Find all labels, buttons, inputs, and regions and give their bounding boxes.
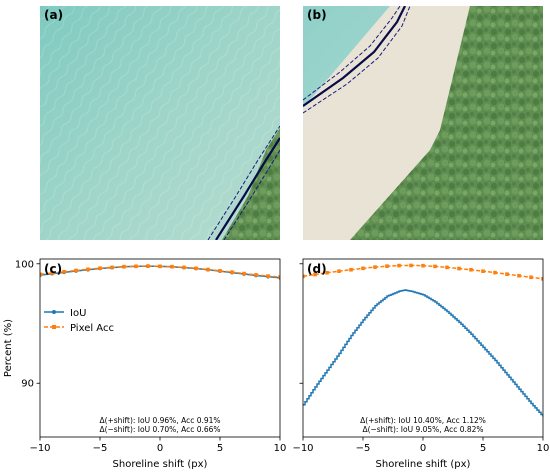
data-point-c-acc-11 [170,264,174,269]
shoreline-line [303,6,406,107]
panel-label-d: (d) [307,262,327,276]
data-point-d-acc-6 [373,265,377,269]
data-point-d-acc-0 [303,274,305,279]
x-tick-label-d-3: 5 [480,443,486,454]
data-point-d-acc-3 [337,269,341,273]
shoreline-buffer-inner [223,149,280,240]
data-point-c-acc-1 [50,271,54,275]
data-point-c-acc-16 [230,270,234,274]
data-point-c-acc-5 [98,266,102,270]
data-point-c-acc-0 [40,272,42,277]
data-point-c-acc-8 [134,264,138,269]
data-point-d-acc-13 [457,266,461,271]
x-tick-label-c-1: −5 [93,443,108,454]
data-point-d-acc-2 [325,270,329,275]
data-point-c-acc-4 [86,267,90,272]
series-line-d-iou [303,289,543,417]
data-point-d-acc-11 [433,264,437,269]
x-tick-label-c-4: 10 [274,443,287,454]
data-point-c-acc-6 [110,265,114,270]
x-axis-label-d: Shoreline shift (px) [376,459,471,470]
data-point-c-acc-10 [158,264,162,269]
panel-label-a: (a) [44,8,63,22]
data-point-c-acc-13 [194,266,198,271]
data-point-d-acc-19 [529,275,533,280]
y-tick-label-1: 100 [15,259,34,270]
x-tick-label-d-4: 10 [537,443,550,454]
data-point-d-acc-15 [481,269,485,273]
image-panel-b [303,6,543,240]
panel-label-b: (b) [307,8,327,22]
axes-frame-c [39,258,281,438]
data-point-d-acc-12 [445,265,449,270]
data-point-c-acc-17 [242,271,246,276]
data-point-d-acc-9 [409,263,413,268]
shoreline-buffer-inner [303,6,411,114]
data-point-d-acc-20 [541,277,543,281]
x-tick-label-d-1: −5 [356,443,371,454]
data-point-d-acc-14 [469,267,473,272]
data-point-d-acc-16 [493,270,497,275]
data-point-d-acc-1 [313,272,317,277]
legend-label-iou: IoU [70,308,86,319]
data-point-d-acc-18 [517,273,521,278]
x-tick-label-c-2: 0 [157,443,163,454]
legend-label-pixel-acc: Pixel Acc [70,323,114,334]
x-tick-label-d-0: −10 [292,443,313,454]
x-axis-label-c: Shoreline shift (px) [113,459,208,470]
data-point-d-acc-7 [385,264,389,268]
annotation-line-1-c: Δ(+shift): IoU 0.96%, Acc 0.91% [99,416,220,425]
x-tick-label-c-3: 5 [217,443,223,454]
shoreline-buffer-outer [303,6,401,101]
x-tick-label-d-2: 0 [420,443,426,454]
data-point-c-acc-15 [218,269,222,273]
data-point-c-acc-9 [146,264,150,268]
x-tick-label-c-0: −10 [29,443,50,454]
annotation-line-2-d: Δ(−shift): IoU 9.05%, Acc 0.82% [362,425,483,434]
data-point-c-acc-14 [206,267,210,272]
data-point-c-acc-2 [62,269,66,274]
panel-label-c: (c) [44,262,62,276]
data-point-c-acc-19 [266,274,270,278]
legend: IoU Pixel Acc [44,308,114,334]
image-panel-a [40,6,280,240]
annotation-line-2-c: Δ(−shift): IoU 0.70%, Acc 0.66% [99,425,220,434]
vegetation-area [222,128,280,240]
data-point-c-acc-20 [278,275,280,279]
data-point-c-acc-12 [182,265,186,270]
data-point-d-acc-17 [505,272,509,276]
annotation-line-1-d: Δ(+shift): IoU 10.40%, Acc 1.12% [360,416,486,425]
data-point-c-acc-3 [74,268,78,273]
axes-frame-d [302,258,544,438]
data-point-d-acc-8 [397,263,401,268]
chart-panel-c: −10 −5 0 5 10 90 100 (c) IoU Pixel Acc Δ(+shif… [3,258,287,470]
y-tick-label-0: 90 [21,379,34,390]
data-point-c-acc-18 [254,273,258,277]
y-axis-label: Percent (%) [3,319,14,377]
shoreline-line [215,137,280,240]
data-point-d-acc-4 [349,267,353,272]
shoreline-buffer-outer [207,125,280,240]
chart-panel-d: −10 −5 0 5 10 (d) Δ(+shift): IoU 10.40%, Acc… [292,258,550,470]
data-point-d-acc-10 [421,263,425,268]
data-point-d-acc-5 [361,266,365,271]
data-point-c-acc-7 [122,264,126,269]
